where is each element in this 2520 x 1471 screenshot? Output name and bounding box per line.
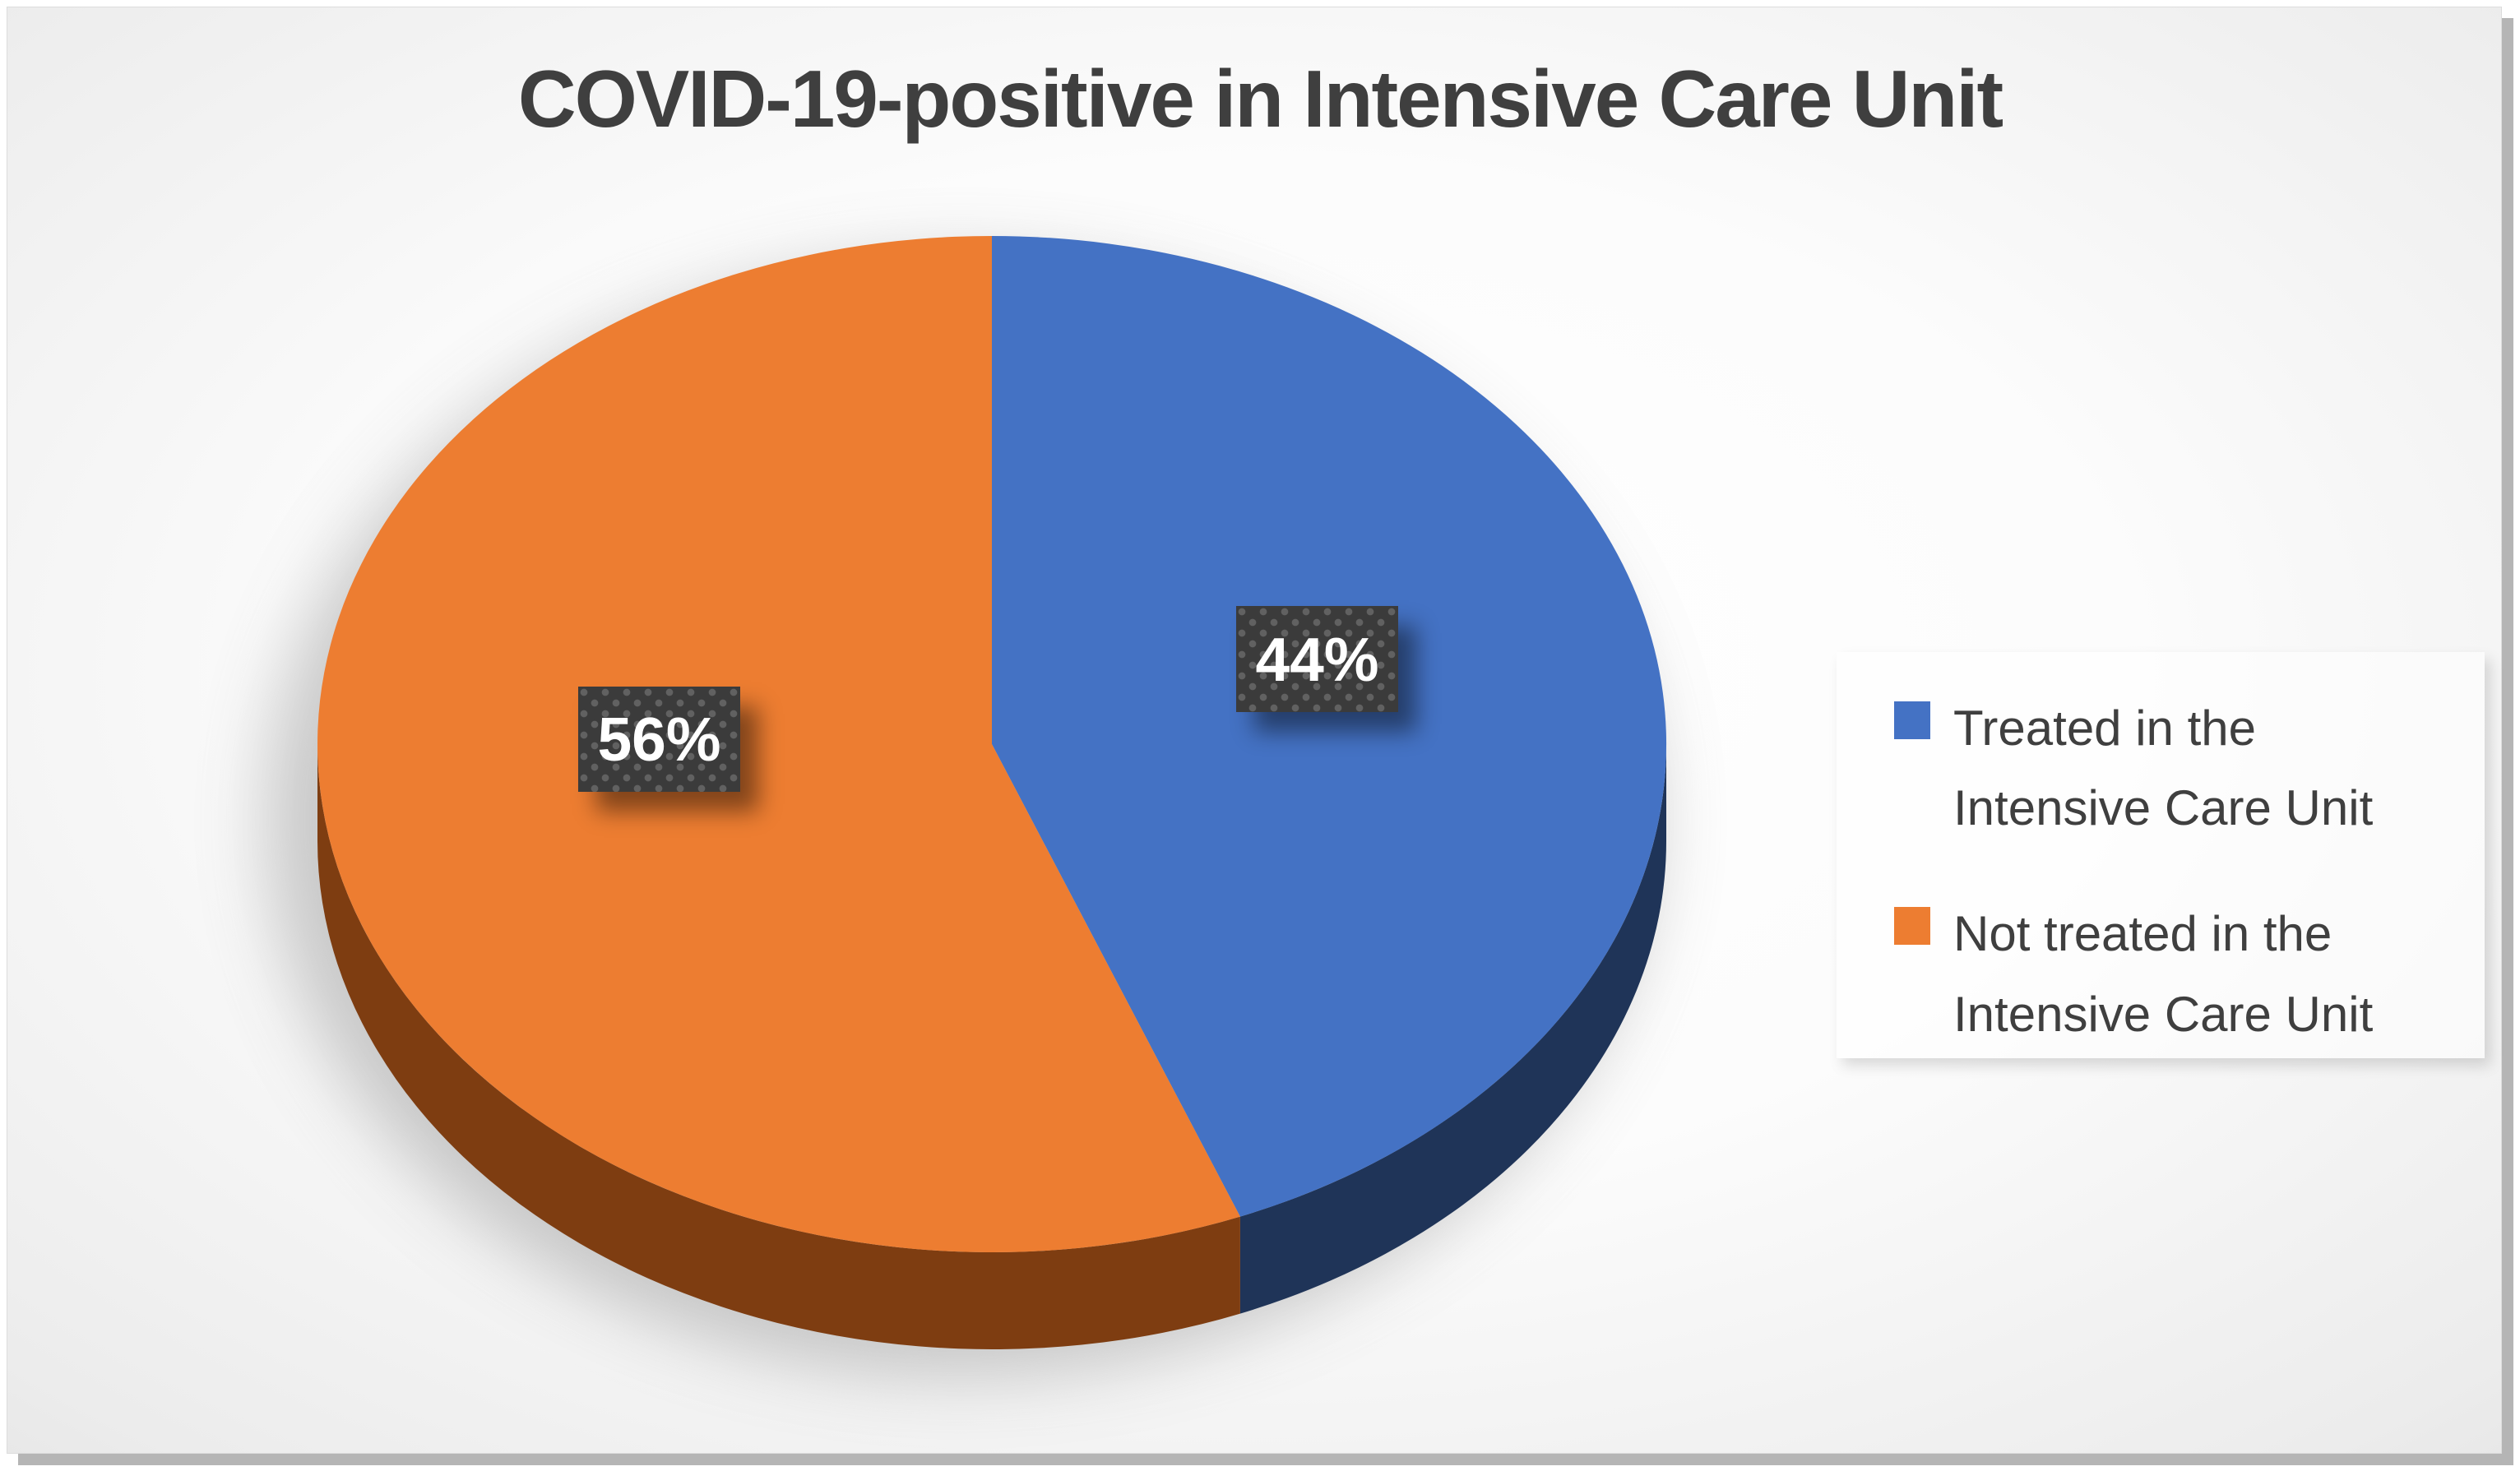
- legend-item-not-treated: Not treated in the Intensive Care Unit: [1894, 894, 2465, 1053]
- legend-item-treated: Treated in the Intensive Care Unit: [1894, 688, 2465, 848]
- legend-swatch-orange-icon: [1894, 907, 1930, 946]
- chart-title: COVID-19-positive in Intensive Care Unit: [517, 53, 2003, 144]
- legend-label-treated: Treated in the Intensive Care Unit: [1953, 701, 2374, 836]
- data-label-treated: 44%: [1236, 606, 1398, 712]
- legend: Treated in the Intensive Care Unit Not t…: [1837, 652, 2485, 1058]
- legend-label-not-treated: Not treated in the Intensive Care Unit: [1953, 906, 2374, 1042]
- legend-swatch-blue-icon: [1894, 701, 1930, 739]
- data-label-not-treated: 56%: [578, 687, 740, 792]
